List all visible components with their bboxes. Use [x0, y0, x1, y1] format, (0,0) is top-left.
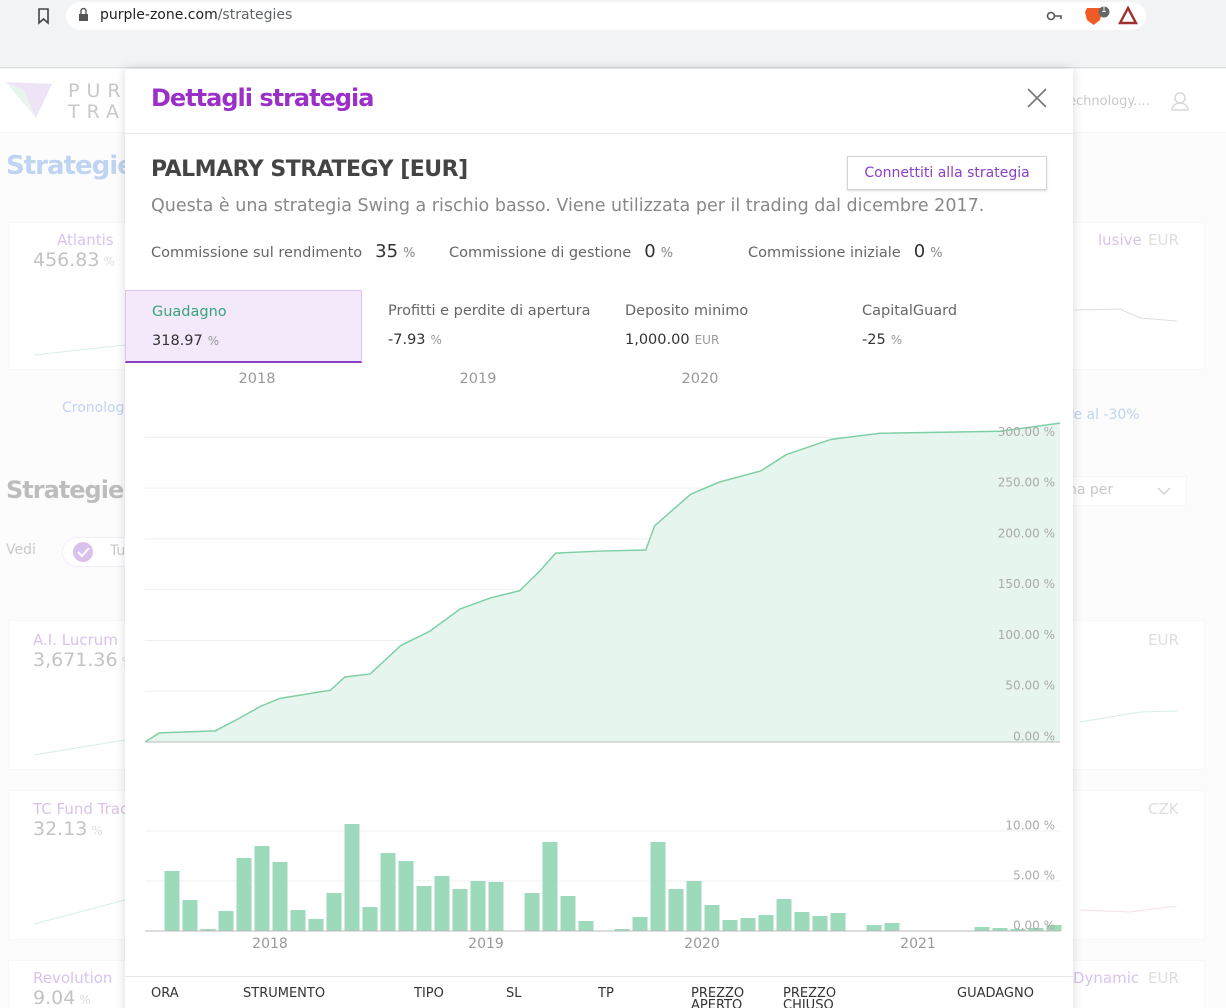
stat-tab[interactable]: Profitti e perdite di apertura -7.93% [362, 290, 599, 363]
table-header: PREZZO CHIUSO [783, 986, 837, 1008]
fee-value: 0 [913, 241, 926, 262]
modal-divider [125, 133, 1073, 134]
fee-label: Commissione di gestione [449, 245, 632, 261]
table-header: ORA [151, 986, 179, 1001]
fee: Commissione sul rendimento 35% [151, 241, 415, 262]
fee-unit: % [660, 246, 674, 261]
table-header: GUADAGNO [957, 986, 1034, 1001]
stat-tab[interactable]: Guadagno 318.97% [125, 290, 362, 363]
table-divider [125, 976, 1073, 977]
modal-title: Dettagli strategia [151, 84, 374, 112]
fee: Commissione di gestione 0% [449, 241, 673, 262]
fee-value: 0 [644, 241, 656, 262]
stat-unit: EUR [694, 333, 720, 347]
table-header: TIPO [414, 986, 444, 1001]
stat-value: -25% [862, 329, 902, 348]
stat-label: Profitti e perdite di apertura [388, 303, 591, 319]
fee-value: 35 [375, 241, 399, 262]
badge-bg [1098, 6, 1110, 18]
fee-label: Commissione sul rendimento [151, 245, 363, 261]
fee-unit: % [403, 246, 416, 261]
stat-label: CapitalGuard [862, 303, 958, 319]
lock-icon [79, 14, 88, 21]
lock-shackle [80, 7, 87, 14]
year-tab[interactable]: 2020 [681, 371, 719, 387]
connect-button[interactable]: Connettiti alla strategia [847, 156, 1047, 190]
table-header: TP [598, 986, 614, 1001]
stat-value: -7.93% [388, 329, 442, 348]
description: Questa è una strategia Swing a rischio b… [151, 196, 985, 216]
url-path: /strategies [217, 7, 293, 23]
stat-label: Guadagno [152, 304, 227, 320]
year-tab[interactable]: 2019 [459, 371, 497, 387]
stat-tab[interactable]: Deposito minimo 1,000.00 EUR [599, 290, 836, 363]
bookmark-icon[interactable] [38, 8, 49, 25]
table-header: STRUMENTO [243, 986, 326, 1001]
fee-unit: % [930, 246, 943, 261]
table-header: SL [506, 986, 522, 1001]
stat-unit: % [430, 333, 442, 347]
close-icon [1027, 88, 1047, 108]
stat-number: -7.93 [388, 332, 426, 348]
brave-icon[interactable] [1085, 8, 1102, 25]
stat-value: 318.97% [152, 330, 219, 349]
url-box[interactable] [66, 2, 1146, 30]
url-host: purple-zone.com [100, 7, 218, 23]
stat-number: -25 [862, 332, 886, 348]
key-shaft [1054, 15, 1062, 19]
fee-label: Commissione iniziale [748, 245, 901, 261]
badge: 1 [1101, 5, 1107, 15]
url-text: purple-zone.com/strategies [100, 7, 292, 23]
browser-icons [38, 5, 1138, 25]
stat-number: 1,000.00 [625, 332, 690, 348]
stat-number: 318.97 [152, 333, 203, 349]
stat-value: 1,000.00 EUR [625, 329, 719, 348]
stat-unit: % [890, 333, 903, 347]
stat-tab[interactable]: CapitalGuard -25% [836, 290, 1073, 363]
fee: Commissione iniziale 0% [748, 241, 943, 262]
year-tab[interactable]: 2018 [238, 371, 276, 387]
stat-unit: % [207, 334, 220, 348]
stat-label: Deposito minimo [625, 303, 749, 319]
close-button[interactable] [1027, 88, 1047, 108]
rewards-icon[interactable] [1118, 5, 1138, 25]
strategy-name: PALMARY STRATEGY [EUR] [151, 157, 468, 182]
table-header: PREZZO APERTO [691, 986, 745, 1008]
